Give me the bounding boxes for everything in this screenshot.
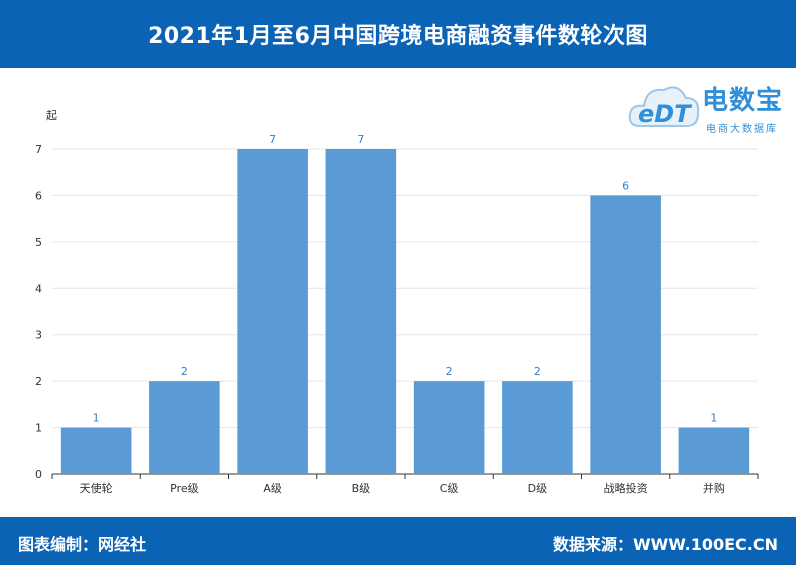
bar — [325, 149, 397, 474]
y-tick-label: 7 — [35, 143, 42, 156]
y-tick-label: 3 — [35, 329, 42, 342]
x-tick-label: D级 — [528, 482, 547, 495]
bar — [60, 427, 132, 474]
y-tick-label: 1 — [35, 422, 42, 435]
y-axis-unit: 起 — [46, 109, 57, 122]
y-tick-label: 2 — [35, 375, 42, 388]
y-tick-label: 0 — [35, 468, 42, 481]
logo-mark: eDT — [638, 100, 691, 128]
data-label: 2 — [446, 365, 453, 378]
bar-chart: 0 1 2 3 4 5 6 7 起 1 天使轮 2 Pre级 7 A级 7 B级 2 C级 2 D级 6 战略投资 1 并购 — [35, 109, 759, 495]
bar — [590, 195, 661, 474]
data-label: 1 — [93, 412, 100, 425]
data-label: 2 — [181, 365, 188, 378]
bar — [413, 381, 485, 474]
x-tick-label: B级 — [352, 482, 371, 495]
footer-source: 数据来源：WWW.100EC.CN — [552, 535, 778, 554]
footer-credit: 图表编制：网经社 — [18, 535, 147, 554]
x-tick-label: C级 — [440, 482, 459, 495]
logo-subtitle: 电商大数据库 — [706, 124, 778, 135]
data-label: 7 — [269, 133, 276, 146]
data-label: 2 — [534, 365, 541, 378]
data-label: 6 — [622, 179, 629, 192]
x-tick-label: 天使轮 — [80, 481, 113, 495]
x-tick-label: 战略投资 — [604, 481, 648, 495]
cloud-logo-icon — [628, 86, 700, 127]
chart-footer: 图表编制：网经社 数据来源：WWW.100EC.CN — [0, 517, 796, 565]
y-tick-label: 6 — [35, 189, 42, 202]
x-tick-label: Pre级 — [170, 482, 199, 495]
x-tick-label: 并购 — [703, 481, 725, 495]
y-tick-label: 5 — [35, 236, 42, 249]
chart-title: 2021年1月至6月中国跨境电商融资事件数轮次图 — [148, 24, 648, 49]
logo-name: 电数宝 — [702, 86, 784, 116]
bar — [237, 149, 308, 474]
bar — [149, 381, 220, 474]
bar — [678, 427, 750, 474]
data-label: 1 — [710, 412, 717, 425]
bar — [502, 381, 573, 474]
x-tick-label: A级 — [263, 482, 282, 495]
data-label: 7 — [357, 133, 364, 146]
logo: eDT 电数宝 电商大数据库 — [626, 76, 790, 138]
chart-header: 2021年1月至6月中国跨境电商融资事件数轮次图 — [0, 0, 796, 68]
y-tick-label: 4 — [35, 282, 42, 295]
